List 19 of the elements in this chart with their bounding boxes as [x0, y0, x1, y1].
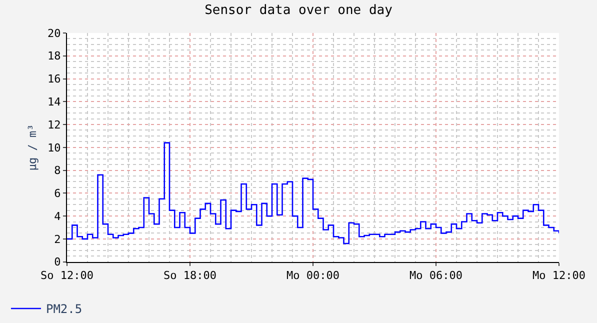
y-tick-label: 12 [48, 118, 61, 132]
y-tick-label: 6 [54, 187, 61, 200]
y-tick-label: 4 [54, 210, 62, 223]
y-tick-label: 8 [54, 164, 61, 178]
y-tick-label: 0 [54, 256, 61, 269]
legend-label: PM2.5 [46, 302, 82, 316]
x-tick-label: Mo 00:00 [286, 269, 340, 282]
y-tick-label: 2 [54, 232, 61, 246]
chart-title: Sensor data over one day [204, 2, 393, 18]
y-tick-label: 14 [48, 95, 62, 108]
y-tick-label: 18 [48, 50, 61, 63]
x-tick-label: So 12:00 [40, 269, 94, 282]
x-tick-label: Mo 12:00 [532, 269, 586, 282]
y-tick-label: 16 [48, 72, 61, 86]
y-tick-label: 20 [48, 26, 61, 40]
x-tick-label: So 18:00 [164, 269, 216, 282]
y-tick-label: 10 [48, 141, 61, 154]
y-axis-title: µg / m³ [26, 124, 40, 171]
x-tick-label: Mo 06:00 [410, 269, 462, 282]
